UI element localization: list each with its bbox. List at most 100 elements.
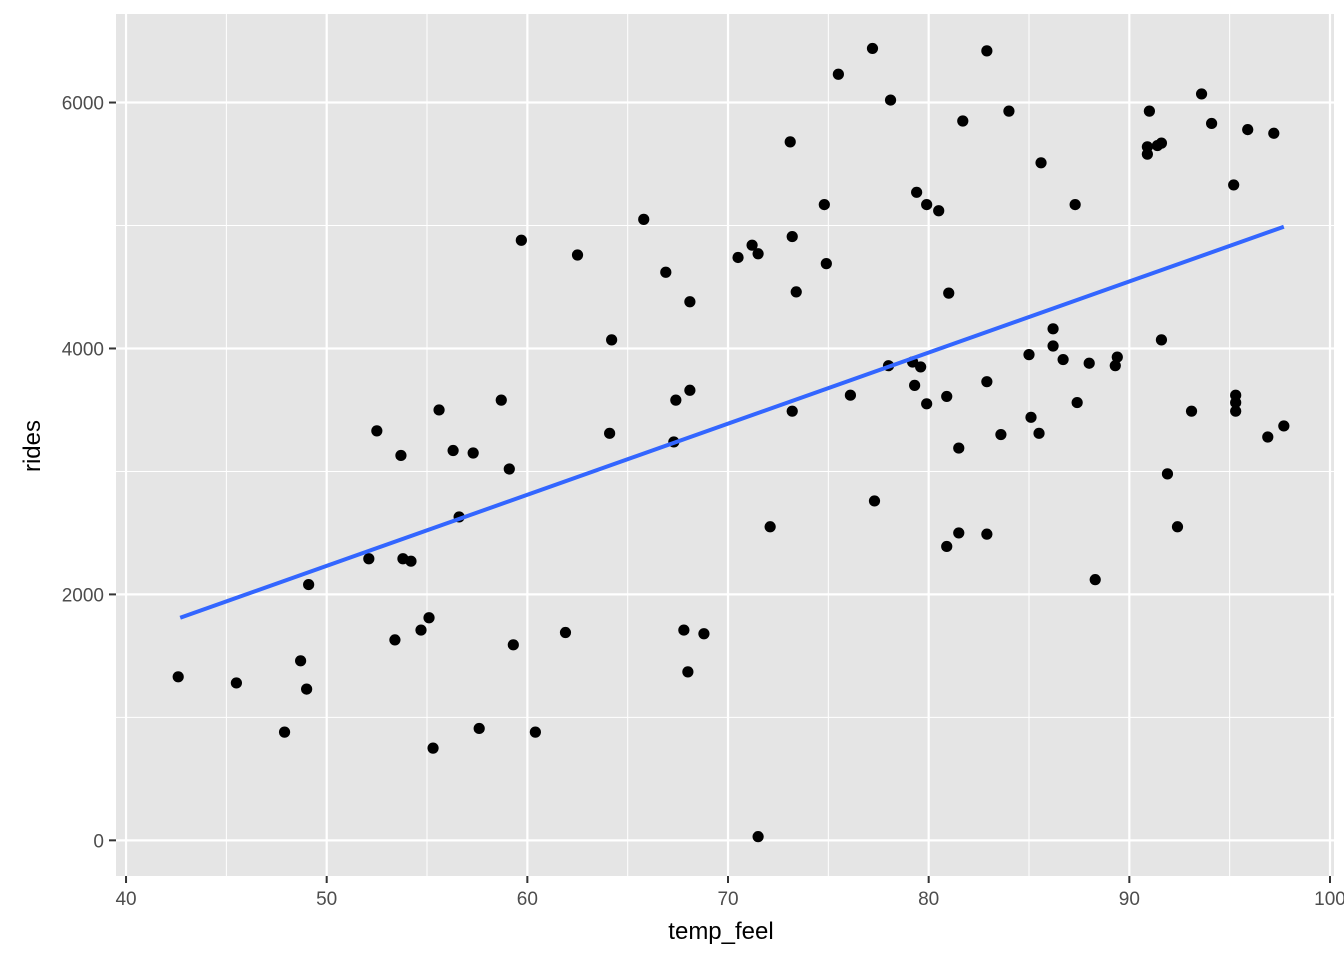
data-point	[868, 495, 881, 507]
data-point	[953, 527, 965, 539]
minor-gridlines	[116, 14, 1334, 876]
data-point	[844, 389, 857, 401]
data-point	[941, 390, 953, 403]
data-point	[909, 379, 921, 391]
data-point	[911, 186, 923, 198]
data-point	[752, 248, 764, 260]
data-point	[670, 394, 682, 406]
x-axis-title: temp_feel	[668, 918, 773, 945]
data-point	[698, 628, 710, 640]
data-point	[995, 428, 1007, 441]
data-point	[921, 398, 933, 410]
data-point	[1143, 105, 1155, 117]
data-point	[1035, 157, 1047, 169]
data-point	[941, 540, 953, 553]
x-tick-label: 90	[1119, 889, 1140, 910]
data-point	[1228, 179, 1240, 191]
data-point	[1057, 353, 1069, 366]
data-point	[957, 115, 969, 127]
x-tick-label: 100	[1314, 889, 1344, 910]
data-point	[571, 249, 584, 261]
plot-panel	[116, 14, 1334, 876]
data-point	[427, 742, 439, 754]
data-point	[981, 528, 993, 540]
data-point	[363, 553, 375, 565]
data-point	[1161, 468, 1174, 480]
data-point	[447, 444, 459, 457]
data-point	[682, 666, 694, 678]
data-point	[752, 831, 764, 843]
data-point	[433, 404, 445, 416]
y-axis-title: rides	[19, 420, 46, 472]
data-point	[1242, 123, 1254, 136]
data-point	[1155, 137, 1168, 149]
data-point	[1003, 105, 1015, 117]
data-point	[1155, 334, 1168, 346]
data-point	[395, 449, 407, 462]
data-point	[423, 612, 435, 624]
data-point	[1023, 349, 1035, 361]
data-point	[1071, 396, 1083, 409]
data-point	[1033, 427, 1045, 439]
data-point	[1195, 88, 1208, 100]
data-point	[1278, 420, 1290, 432]
data-point	[764, 521, 776, 533]
x-tick-label: 40	[115, 889, 136, 910]
data-point	[1069, 198, 1081, 211]
data-point	[606, 334, 618, 346]
data-point	[1083, 357, 1095, 369]
data-point	[1047, 340, 1059, 352]
x-tick-label: 70	[717, 889, 738, 910]
data-point	[604, 427, 616, 439]
y-tick-label: 4000	[62, 339, 104, 360]
data-point	[1109, 360, 1121, 372]
data-point	[503, 463, 515, 475]
data-point	[507, 639, 519, 651]
data-point	[981, 376, 993, 388]
data-point	[981, 45, 993, 57]
data-point	[832, 68, 844, 80]
data-point	[1047, 323, 1059, 335]
data-point	[678, 624, 690, 636]
y-tick-label: 0	[93, 831, 104, 852]
data-point	[405, 555, 417, 567]
data-point	[790, 286, 802, 298]
data-point	[1230, 396, 1242, 409]
data-point	[529, 726, 541, 738]
data-point	[933, 205, 945, 217]
data-point	[921, 198, 933, 211]
data-point	[660, 266, 672, 278]
data-point	[495, 394, 507, 406]
data-point	[915, 361, 927, 373]
data-point	[1230, 405, 1242, 417]
y-tick-label: 6000	[62, 94, 104, 115]
data-point	[415, 624, 427, 636]
x-tick-label: 60	[517, 889, 538, 910]
x-tick-label: 80	[918, 889, 939, 910]
data-point	[953, 442, 965, 454]
data-points	[172, 42, 1290, 843]
y-axis-ticks: 0 2000 4000 6000	[62, 94, 116, 852]
major-gridlines	[116, 14, 1334, 876]
y-tick-label: 2000	[62, 585, 104, 606]
data-point	[746, 239, 758, 251]
data-point	[389, 634, 401, 646]
data-point	[732, 251, 744, 264]
data-point	[684, 296, 696, 308]
data-point	[638, 213, 650, 225]
data-point	[278, 726, 291, 738]
data-point	[473, 722, 485, 735]
data-point	[172, 671, 184, 683]
data-point	[786, 230, 798, 243]
data-point	[515, 234, 527, 246]
data-point	[230, 677, 242, 689]
data-point	[1268, 127, 1280, 139]
data-point	[1089, 574, 1101, 586]
data-point	[820, 258, 832, 270]
data-point	[467, 447, 479, 459]
data-point	[1111, 351, 1123, 363]
data-point	[1171, 521, 1184, 533]
data-point	[303, 578, 315, 591]
data-point	[818, 198, 830, 211]
data-point	[786, 405, 798, 417]
